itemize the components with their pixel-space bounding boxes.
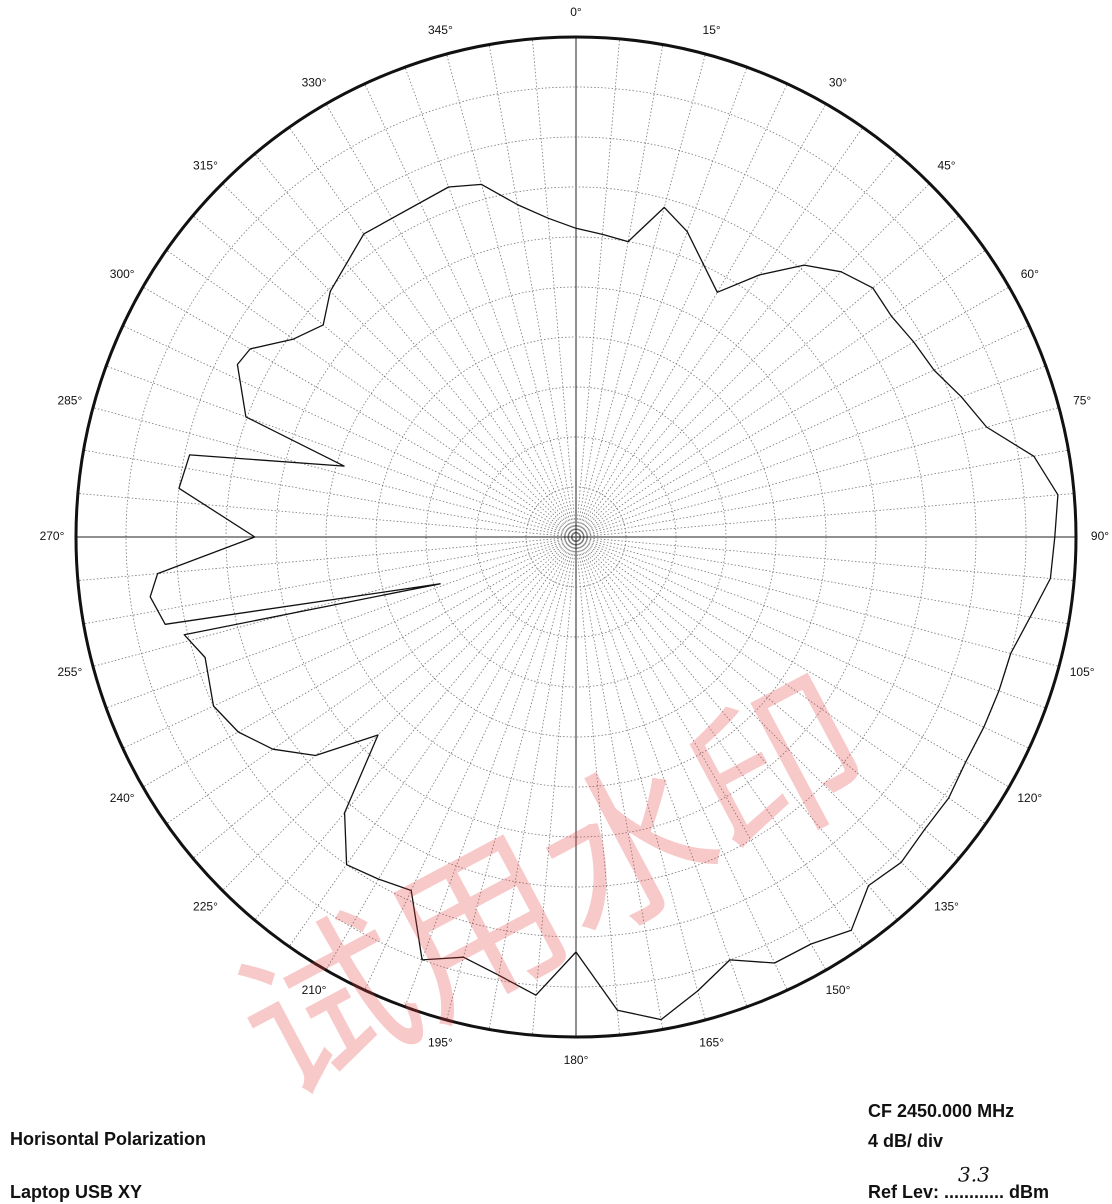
angle-tick-label: 0° xyxy=(570,5,582,19)
radial-grid-line xyxy=(575,536,664,1030)
radial-grid-line xyxy=(575,536,864,947)
annotation: 4 dB/ div xyxy=(868,1131,943,1151)
radial-grid-line xyxy=(488,44,577,538)
radial-grid-line xyxy=(192,536,577,859)
angle-tick-label: 75° xyxy=(1073,394,1091,408)
angle-tick-label: 315° xyxy=(193,159,218,173)
radial-grid-line xyxy=(122,325,577,538)
ring-grid-line xyxy=(375,336,777,738)
ring-grid-line xyxy=(425,386,727,688)
ring-grid-line xyxy=(275,236,877,838)
radial-grid-line xyxy=(488,536,577,1030)
annotation: CF 2450.000 MHz xyxy=(868,1101,1014,1121)
radial-grid-line xyxy=(446,53,577,538)
angle-tick-label: 330° xyxy=(302,75,327,89)
radial-grid-line xyxy=(222,183,577,538)
angle-tick-label: 255° xyxy=(57,665,82,679)
ring-grid-line xyxy=(175,136,977,938)
caption-line: Horisontal Polarization xyxy=(10,1129,206,1149)
radial-grid-line xyxy=(288,127,577,538)
angle-tick-label: 150° xyxy=(826,983,851,997)
ref-level-value: 3.3 xyxy=(958,1163,990,1187)
angle-tick-label: 240° xyxy=(110,791,135,805)
radial-grid-line xyxy=(575,536,1060,667)
ring-grid-line xyxy=(125,86,1027,988)
caption-line: Laptop USB XY xyxy=(10,1182,142,1202)
radial-grid-line xyxy=(575,183,930,538)
radial-grid-line xyxy=(222,536,577,891)
radial-grid-line xyxy=(166,536,577,825)
radial-grid-line xyxy=(575,407,1060,538)
angle-tick-label: 105° xyxy=(1070,665,1095,679)
radial-grid-line xyxy=(575,38,620,538)
angle-tick-label: 300° xyxy=(110,267,135,281)
angle-tick-label: 90° xyxy=(1091,529,1109,543)
angle-tick-label: 60° xyxy=(1021,267,1039,281)
radial-grid-line xyxy=(575,325,1030,538)
radial-grid-line xyxy=(575,536,1046,709)
radial-grid-line xyxy=(575,536,827,971)
radial-grid-line xyxy=(575,365,1046,538)
radial-grid-line xyxy=(166,249,577,538)
radial-grid-line xyxy=(575,536,986,825)
radial-grid-line xyxy=(575,536,1069,625)
angle-tick-label: 345° xyxy=(428,23,453,37)
angle-tick-label: 225° xyxy=(193,900,218,914)
radial-grid-line xyxy=(254,153,577,538)
radial-grid-line xyxy=(575,536,620,1036)
radial-grid-line xyxy=(575,536,788,991)
radial-grid-line xyxy=(575,215,960,538)
radial-grid-line xyxy=(83,536,577,625)
angle-tick-label: 180° xyxy=(564,1053,589,1067)
radial-grid-line xyxy=(142,536,577,788)
angle-tick-label: 270° xyxy=(40,529,65,543)
ring-grid-line xyxy=(225,186,927,888)
angle-tick-label: 285° xyxy=(57,394,82,408)
angle-tick-label: 120° xyxy=(1017,791,1042,805)
watermark: 试用水印 xyxy=(208,643,901,1137)
radial-grid-line xyxy=(142,286,577,538)
ref-level-label: Ref Lev: ............ dBm xyxy=(868,1182,1049,1202)
angle-tick-label: 30° xyxy=(829,75,847,89)
ring-grid-line xyxy=(475,436,677,638)
ring-grid-line xyxy=(325,286,827,788)
outer-ring xyxy=(74,35,1078,1039)
angle-tick-label: 195° xyxy=(428,1035,453,1049)
ring-grid-line xyxy=(525,486,627,588)
radial-grid-line xyxy=(575,103,827,538)
radial-grid-line xyxy=(446,536,577,1021)
angle-tick-label: 45° xyxy=(937,159,955,173)
radial-grid-line xyxy=(575,249,986,538)
radial-grid-line xyxy=(575,44,664,538)
pattern-line xyxy=(149,183,1059,1021)
radial-grid-line xyxy=(575,536,930,891)
radial-grid-line xyxy=(83,449,577,538)
radial-grid-line xyxy=(575,536,960,859)
angle-tick-label: 15° xyxy=(703,23,721,37)
radial-grid-line xyxy=(288,536,577,947)
angle-tick-label: 135° xyxy=(934,900,959,914)
radial-grid-line xyxy=(92,407,577,538)
angle-tick-label: 210° xyxy=(302,983,327,997)
angle-tick-label: 165° xyxy=(699,1035,724,1049)
radial-grid-line xyxy=(575,83,788,538)
radial-grid-line xyxy=(404,67,577,538)
radial-grid-line xyxy=(92,536,577,667)
radial-grid-line xyxy=(77,493,577,538)
radial-grid-line xyxy=(575,536,706,1021)
radial-grid-line xyxy=(325,536,577,971)
